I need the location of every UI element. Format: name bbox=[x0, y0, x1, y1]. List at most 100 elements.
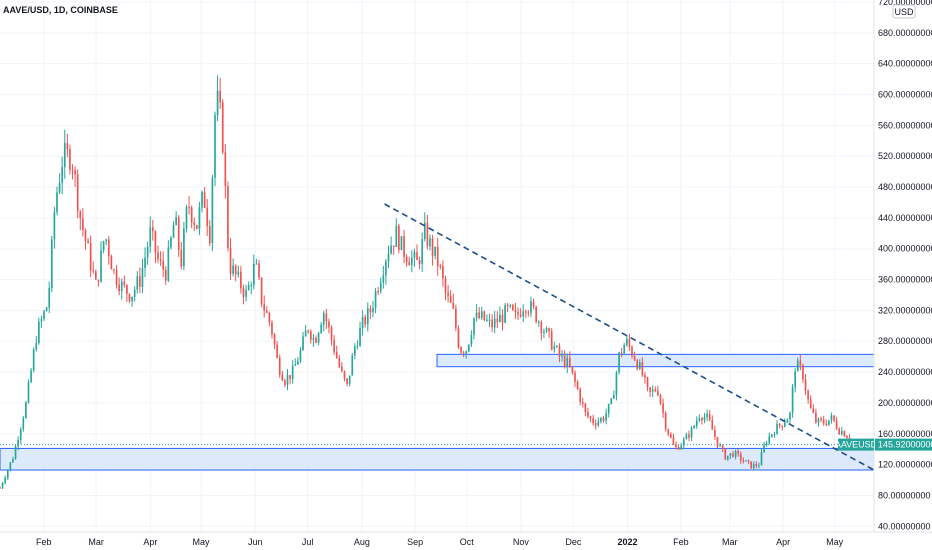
candle bbox=[615, 370, 618, 401]
x-tick-label: Sep bbox=[407, 537, 423, 547]
candle bbox=[348, 375, 351, 387]
x-tick-label: Feb bbox=[673, 537, 689, 547]
candle bbox=[517, 307, 519, 321]
candle bbox=[410, 250, 413, 273]
candle bbox=[196, 224, 198, 230]
candle bbox=[442, 260, 444, 287]
candle bbox=[227, 181, 229, 252]
candle bbox=[620, 348, 623, 358]
candle bbox=[574, 370, 576, 387]
candle bbox=[25, 400, 27, 419]
candle bbox=[234, 264, 237, 282]
candle bbox=[317, 331, 320, 346]
x-tick-label: Apr bbox=[776, 537, 790, 547]
candle bbox=[657, 385, 659, 397]
candle bbox=[571, 366, 574, 375]
candle bbox=[126, 284, 128, 303]
candle bbox=[843, 430, 846, 437]
candle bbox=[812, 404, 815, 414]
candle bbox=[43, 309, 45, 321]
candle bbox=[14, 444, 17, 460]
candle bbox=[237, 265, 240, 278]
candle bbox=[809, 395, 812, 409]
candle bbox=[188, 196, 190, 215]
candle bbox=[835, 416, 838, 431]
candle bbox=[827, 420, 830, 426]
support-zone[interactable] bbox=[436, 353, 875, 368]
candle bbox=[120, 278, 123, 300]
candle bbox=[183, 221, 185, 271]
candle bbox=[330, 325, 333, 346]
candle bbox=[483, 310, 486, 322]
candle bbox=[600, 416, 602, 424]
candle bbox=[833, 415, 835, 423]
y-tick-label: 480.00000000 bbox=[878, 182, 932, 192]
candle bbox=[815, 408, 817, 424]
candle bbox=[545, 326, 548, 333]
candle bbox=[211, 174, 214, 252]
candle bbox=[568, 351, 571, 368]
candle bbox=[530, 296, 532, 318]
candle bbox=[232, 258, 234, 277]
candle bbox=[804, 374, 807, 395]
candle bbox=[263, 295, 266, 318]
candle bbox=[685, 432, 688, 440]
y-axis[interactable]: 40.00000000 80.00000000 120.00000000 160.00… bbox=[878, 0, 932, 531]
candle bbox=[94, 269, 97, 281]
candle bbox=[286, 369, 289, 391]
candle bbox=[413, 248, 416, 267]
candle bbox=[605, 408, 607, 425]
candle bbox=[177, 215, 180, 257]
candle bbox=[374, 287, 377, 314]
candle bbox=[791, 383, 794, 418]
candle bbox=[320, 321, 323, 334]
candle bbox=[584, 402, 587, 417]
series-name: AAVEUSD bbox=[835, 440, 878, 450]
x-tick-label: Jun bbox=[248, 537, 263, 547]
candle bbox=[180, 241, 183, 270]
candle bbox=[734, 449, 737, 460]
candle bbox=[773, 431, 776, 438]
candle bbox=[807, 389, 809, 404]
candle bbox=[291, 360, 294, 384]
x-axis[interactable]: Feb Mar Apr May Jun Jul Aug Sep Oct Nov Dec 2022 Feb… bbox=[36, 537, 844, 547]
candle bbox=[159, 251, 162, 266]
candle bbox=[649, 386, 651, 397]
candle bbox=[429, 234, 431, 251]
candle bbox=[682, 437, 685, 450]
candle bbox=[366, 302, 369, 332]
candle bbox=[688, 430, 690, 442]
candle bbox=[144, 247, 146, 278]
candle bbox=[335, 345, 338, 359]
currency-button[interactable]: USD bbox=[892, 4, 916, 19]
candle bbox=[392, 245, 395, 256]
candle bbox=[703, 413, 706, 424]
candle bbox=[281, 371, 284, 382]
candle bbox=[726, 455, 729, 461]
candle bbox=[690, 426, 693, 441]
candle bbox=[398, 223, 400, 254]
candle bbox=[563, 350, 566, 369]
x-tick-label: Dec bbox=[565, 537, 582, 547]
candle bbox=[423, 212, 426, 242]
candle bbox=[105, 238, 108, 246]
candle bbox=[537, 319, 540, 327]
candle bbox=[221, 98, 224, 155]
x-tick-label: Aug bbox=[354, 537, 370, 547]
candle bbox=[364, 314, 367, 328]
candle bbox=[400, 236, 403, 251]
candle bbox=[636, 358, 639, 371]
candle bbox=[110, 254, 113, 270]
candle bbox=[613, 390, 615, 399]
candle bbox=[1, 481, 4, 490]
y-tick-label: 600.00000000 bbox=[878, 90, 932, 100]
candle bbox=[771, 434, 773, 439]
candle bbox=[514, 302, 517, 319]
trendline[interactable] bbox=[384, 203, 875, 471]
candle bbox=[100, 241, 102, 283]
candle bbox=[721, 444, 724, 453]
y-tick-label: 440.00000000 bbox=[878, 213, 932, 223]
candle bbox=[214, 111, 216, 187]
candle bbox=[66, 133, 69, 158]
